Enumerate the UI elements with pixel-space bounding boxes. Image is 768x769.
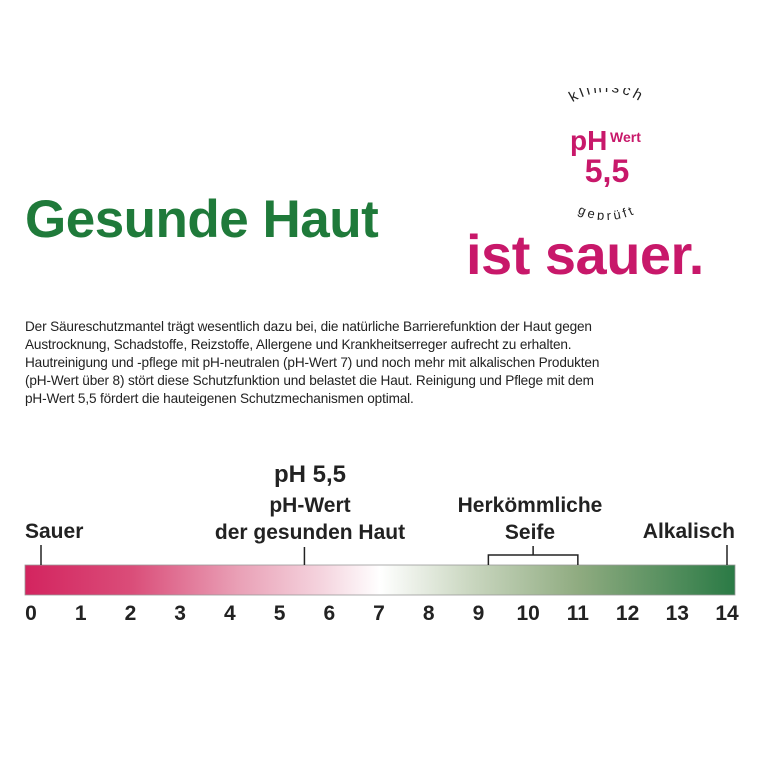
alkaline-label: Alkalisch	[643, 520, 735, 543]
healthy-ph-label-line1: pH-Wert	[269, 494, 350, 517]
badge-ph: pH	[570, 125, 607, 156]
tick-label: 7	[373, 602, 385, 625]
tick-label: 1	[75, 602, 87, 625]
tick-label: 10	[516, 602, 539, 625]
tick-label: 5	[274, 602, 286, 625]
badge-top-text: klinisch	[566, 88, 648, 106]
headline-line1: Gesunde Haut	[25, 190, 379, 249]
paragraph-line: (pH-Wert über 8) stört diese Schutzfunkt…	[25, 373, 594, 388]
tick-label: 3	[174, 602, 186, 625]
ph-badge: klinisch geprüft pH Wert 5,5	[566, 88, 648, 220]
paragraph-line: Der Säureschutzmantel trägt wesentlich d…	[25, 319, 592, 334]
headline-line2: ist sauer.	[466, 223, 704, 286]
tick-label: 2	[125, 602, 137, 625]
tick-label: 6	[323, 602, 335, 625]
tick-label: 0	[25, 602, 37, 625]
tick-label: 8	[423, 602, 435, 625]
badge-bottom-text: geprüft	[576, 202, 638, 220]
tick-label: 14	[715, 602, 739, 625]
paragraph-line: Austrocknung, Schadstoffe, Reizstoffe, A…	[25, 337, 572, 352]
badge-value: 5,5	[585, 153, 629, 189]
tick-label: 9	[473, 602, 485, 625]
acid-label: Sauer	[25, 520, 83, 543]
soap-range-bracket	[487, 546, 579, 565]
ph-scale: Sauer Alkalisch pH 5,5 pH-Wert der gesun…	[24, 461, 739, 625]
tick-label: 4	[224, 602, 236, 625]
soap-label-line2: Seife	[505, 521, 555, 544]
paragraph-line: Hautreinigung und -pflege mit pH-neutral…	[25, 355, 600, 370]
tick-label: 12	[616, 602, 639, 625]
description-paragraph: Der Säureschutzmantel trägt wesentlich d…	[25, 318, 755, 408]
healthy-ph-label-line2: der gesunden Haut	[215, 521, 405, 544]
tick-label: 13	[666, 602, 689, 625]
badge-wert: Wert	[610, 129, 641, 145]
paragraph-line: pH-Wert 5,5 fördert die hauteigenen Schu…	[25, 391, 414, 406]
soap-label-line1: Herkömmliche	[458, 494, 603, 517]
ph-gradient-bar	[24, 564, 736, 596]
tick-label: 11	[567, 602, 590, 625]
healthy-ph-title: pH 5,5	[274, 461, 346, 488]
